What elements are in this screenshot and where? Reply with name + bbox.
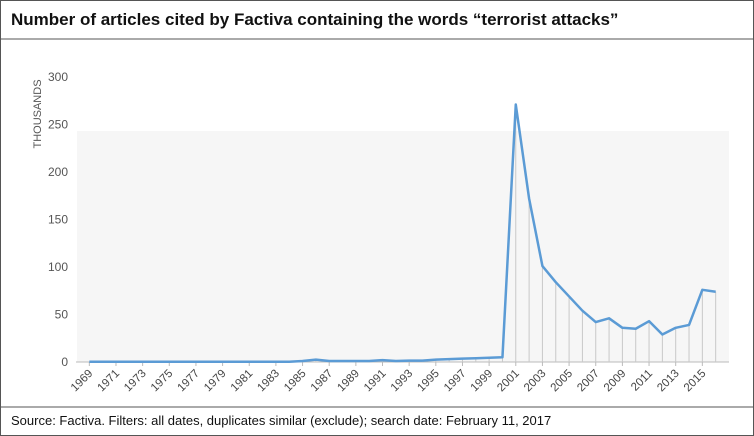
x-tick-label: 1993 [389,368,416,395]
x-tick-label: 2013 [655,368,682,395]
x-tick-label: 1979 [202,368,229,395]
x-tick-label: 2009 [602,368,629,395]
y-tick-label: 300 [48,70,68,84]
x-tick-label: 2001 [495,368,522,395]
x-tick-label: 1995 [415,368,442,395]
x-tick-label: 1969 [69,368,96,395]
series-line [89,103,716,363]
chart-title: Number of articles cited by Factiva cont… [11,10,618,29]
y-tick-label: 150 [48,213,68,227]
x-tick-label: 1973 [122,368,149,395]
x-tick-label: 2007 [575,368,602,395]
x-tick-label: 1991 [362,368,389,395]
x-tick-label: 1999 [469,368,496,395]
x-tick-label: 1997 [442,368,469,395]
y-tick-label: 100 [48,260,68,274]
x-tick-label: 1983 [255,368,282,395]
x-tick-label: 2011 [629,368,655,394]
y-tick-label: 0 [61,355,68,369]
y-tick-label: 50 [55,308,69,322]
x-tick-label: 1989 [335,368,362,395]
x-tick-label: 2015 [682,368,709,395]
x-tick-label: 1987 [309,368,336,395]
x-tick-label: 1985 [282,368,309,395]
x-tick-label: 1971 [96,368,123,395]
x-tick-label: 2003 [522,368,549,395]
y-tick-label: 200 [48,165,68,179]
x-tick-label: 2005 [549,368,576,395]
x-tick-label: 1981 [229,368,256,395]
source-note: Source: Factiva. Filters: all dates, dup… [11,413,551,428]
plot-background [77,131,729,362]
y-tick-label: 250 [48,118,68,132]
x-tick-label: 1975 [149,368,176,395]
y-axis-label: THOUSANDS [32,79,44,148]
x-tick-label: 1977 [175,368,202,395]
